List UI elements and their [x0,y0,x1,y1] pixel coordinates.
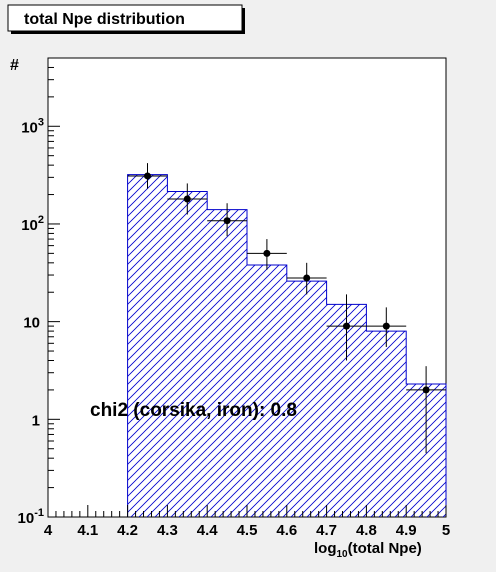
axes-layer: 4 4.1 4.2 4.3 4.4 4.5 4.6 4.7 4.8 4.9 5 10-1 1 10 102 1… [18,57,450,539]
histogram-outline [127,174,447,517]
y-tick-label: 10-1 [18,507,44,527]
data-point [343,322,350,330]
title-box-shadow [242,8,245,34]
histogram-layer [127,174,447,518]
data-point [422,386,430,394]
x-tick-label: 4.4 [197,522,219,539]
histogram-bar [247,265,287,517]
y-axis-label: # [10,57,19,74]
x-tick-label: 4.5 [237,522,258,539]
histogram-bar [366,331,407,517]
histogram-bar [207,209,247,518]
x-tick-label: 4.2 [117,522,138,539]
data-point [263,249,271,257]
histogram-bar [127,174,168,517]
y-tick-label: 10 [23,315,40,332]
data-point [223,217,231,225]
data-point [382,322,390,330]
title-box [7,4,243,32]
x-tick-label: 4.8 [356,522,377,539]
y-tick-label: 102 [21,214,44,234]
chart-title: total Npe distribution [24,11,185,28]
x-axis-label-main: log [314,540,337,557]
y-tick-label: 103 [21,116,44,136]
x-tick-label: 4.9 [396,522,417,539]
title-box-shadow-bottom [11,31,245,34]
y-tick-label: 1 [32,412,40,429]
x-axis-label-tail: (total Npe) [348,540,422,557]
x-tick-label: 5 [442,522,450,539]
histogram-bar [286,281,327,517]
data-point [144,172,151,180]
histogram-bar [167,191,208,518]
x-axis-label-sub: 10 [337,549,349,560]
chi2-annotation: chi2 (corsika, iron): 0.8 [90,400,297,421]
data-point [183,195,191,203]
data-points-layer [127,163,446,454]
x-tick-label: 4.7 [316,522,337,539]
x-tick-label: 4.3 [157,522,178,539]
x-tick-label: 4 [44,522,53,539]
x-tick-label: 4.6 [276,522,297,539]
x-axis-label: log10(total Npe) [314,540,422,560]
x-tick-label: 4.1 [77,522,98,539]
data-point [303,274,311,282]
